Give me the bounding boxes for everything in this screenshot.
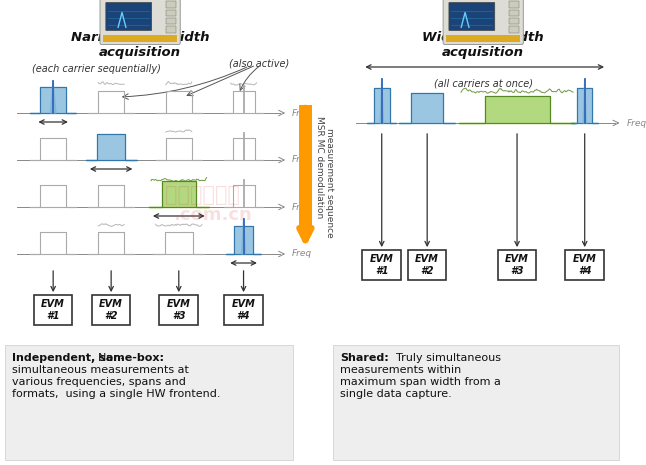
FancyBboxPatch shape [5,345,293,460]
Text: single data capture.: single data capture. [340,389,452,399]
Text: simultaneous measurements at: simultaneous measurements at [12,365,189,375]
Text: Non-: Non- [91,353,124,363]
Bar [408,250,446,280]
Bar [103,35,177,42]
Bar [446,35,520,42]
FancyBboxPatch shape [106,2,152,31]
Text: measurement sequence: measurement sequence [325,127,334,237]
Polygon shape [583,79,587,123]
Bar [160,295,198,325]
Polygon shape [149,181,209,207]
Text: Freq: Freq [292,108,312,118]
Text: .com.cn: .com.cn [173,206,252,224]
Text: EVM
#4: EVM #4 [232,299,255,321]
Text: EVM
#2: EVM #2 [415,254,439,276]
Bar [298,105,312,232]
FancyBboxPatch shape [333,345,618,460]
Text: formats,  using a single HW frontend.: formats, using a single HW frontend. [12,389,220,399]
Bar [34,295,72,325]
Polygon shape [399,93,455,123]
Text: measurements within: measurements within [340,365,461,375]
Polygon shape [459,96,575,123]
Bar [362,250,401,280]
Bar [497,250,536,280]
Polygon shape [380,79,384,123]
Text: MSR MC demodulation: MSR MC demodulation [315,116,324,219]
Polygon shape [226,226,261,254]
Text: Freq: Freq [292,250,312,259]
Text: EVM
#3: EVM #3 [505,254,529,276]
Polygon shape [242,219,245,254]
Polygon shape [86,134,137,160]
Text: various frequencies, spans and: various frequencies, spans and [12,377,185,387]
Bar [565,250,604,280]
Bar [166,27,176,33]
Polygon shape [571,88,598,123]
Text: Narrow bandwidth
acquisition: Narrow bandwidth acquisition [71,31,209,59]
Text: Wide bandwidth
acquisition: Wide bandwidth acquisition [422,31,544,59]
Text: 电子产品世界: 电子产品世界 [165,185,240,205]
Text: (each carrier sequentially): (each carrier sequentially) [32,64,161,74]
Bar [509,1,519,7]
Polygon shape [30,87,76,113]
Text: Truly simultaneous: Truly simultaneous [388,353,501,363]
Bar [509,18,519,24]
Text: Freq: Freq [292,202,312,212]
Polygon shape [50,81,56,113]
Text: Independent, same-box:: Independent, same-box: [12,353,163,363]
Text: EVM
#4: EVM #4 [573,254,597,276]
Text: Shared:: Shared: [340,353,389,363]
Text: maximum span width from a: maximum span width from a [340,377,501,387]
Text: EVM
#3: EVM #3 [167,299,191,321]
Bar [224,295,263,325]
Text: EVM
#1: EVM #1 [370,254,393,276]
Text: (also active): (also active) [229,59,289,69]
FancyBboxPatch shape [100,0,180,45]
Text: Freq: Freq [292,155,312,165]
Bar [509,10,519,16]
Bar [166,10,176,16]
Bar [92,295,130,325]
Text: Freq: Freq [626,119,646,127]
Polygon shape [367,88,396,123]
FancyBboxPatch shape [443,0,523,45]
Text: (all carriers at once): (all carriers at once) [433,78,533,88]
Text: EVM
#1: EVM #1 [41,299,65,321]
Bar [166,1,176,7]
Bar [509,27,519,33]
Bar [166,18,176,24]
Text: EVM
#2: EVM #2 [99,299,123,321]
FancyBboxPatch shape [449,2,495,31]
